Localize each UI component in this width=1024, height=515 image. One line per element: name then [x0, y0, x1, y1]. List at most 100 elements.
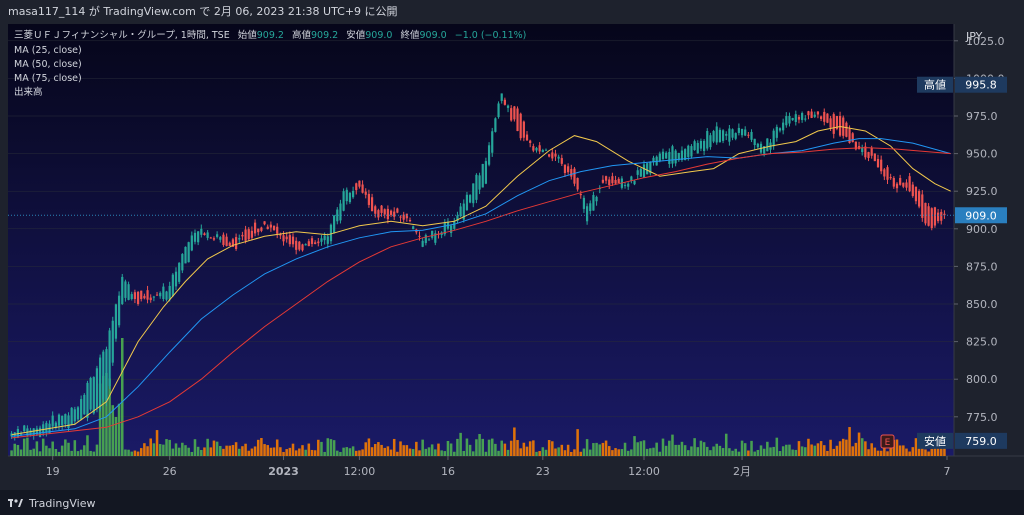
- candle-body[interactable]: [481, 163, 484, 188]
- candle-body[interactable]: [76, 407, 80, 420]
- candle-body[interactable]: [197, 231, 200, 243]
- candle-body[interactable]: [788, 116, 791, 124]
- candle-body[interactable]: [168, 285, 171, 300]
- candle-body[interactable]: [687, 145, 690, 158]
- candle-body[interactable]: [709, 135, 712, 148]
- candle-body[interactable]: [361, 184, 364, 193]
- legend-indicator-volume[interactable]: 出来高: [14, 86, 43, 98]
- candle-body[interactable]: [744, 129, 747, 136]
- candle-body[interactable]: [70, 407, 73, 425]
- candle-body[interactable]: [706, 131, 709, 149]
- candle-body[interactable]: [42, 424, 45, 434]
- candle-body[interactable]: [80, 399, 83, 420]
- candle-body[interactable]: [288, 235, 291, 245]
- candle-body[interactable]: [348, 192, 352, 203]
- candle-body[interactable]: [668, 151, 671, 165]
- candle-body[interactable]: [873, 153, 876, 162]
- candle-body[interactable]: [513, 106, 516, 120]
- candle-body[interactable]: [807, 111, 810, 116]
- candle-body[interactable]: [487, 145, 491, 165]
- candle-body[interactable]: [921, 194, 924, 218]
- candle-body[interactable]: [450, 225, 453, 234]
- candle-body[interactable]: [772, 130, 775, 147]
- candle-body[interactable]: [608, 179, 611, 186]
- candle-body[interactable]: [67, 415, 70, 429]
- candle-body[interactable]: [592, 195, 595, 211]
- candle-body[interactable]: [813, 114, 816, 117]
- candle-body[interactable]: [295, 240, 298, 250]
- candle-body[interactable]: [86, 382, 89, 418]
- candle-body[interactable]: [838, 116, 842, 136]
- candle-body[interactable]: [23, 425, 26, 432]
- candle-body[interactable]: [886, 167, 889, 180]
- candle-body[interactable]: [804, 118, 807, 120]
- candle-body[interactable]: [576, 177, 579, 190]
- candle-body[interactable]: [911, 184, 914, 196]
- candle-body[interactable]: [149, 297, 152, 301]
- candle-body[interactable]: [396, 208, 399, 213]
- candle-body[interactable]: [880, 159, 883, 172]
- candle-body[interactable]: [155, 294, 159, 296]
- candle-body[interactable]: [854, 141, 857, 150]
- candle-body[interactable]: [380, 205, 383, 213]
- candle-body[interactable]: [193, 232, 197, 242]
- candle-body[interactable]: [797, 116, 801, 120]
- candle-body[interactable]: [399, 216, 402, 218]
- candle-body[interactable]: [234, 237, 238, 249]
- candle-body[interactable]: [424, 235, 427, 244]
- candle-body[interactable]: [604, 176, 608, 181]
- candle-body[interactable]: [684, 149, 687, 160]
- candle-body[interactable]: [918, 191, 921, 207]
- candle-body[interactable]: [614, 179, 617, 184]
- candle-body[interactable]: [427, 239, 431, 241]
- candle-body[interactable]: [478, 175, 481, 190]
- candle-body[interactable]: [73, 409, 76, 422]
- candle-body[interactable]: [895, 183, 899, 189]
- candle-body[interactable]: [124, 281, 127, 298]
- candle-body[interactable]: [899, 178, 902, 185]
- candle-body[interactable]: [133, 292, 137, 299]
- candle-body[interactable]: [715, 126, 718, 143]
- candle-body[interactable]: [927, 206, 930, 226]
- candle-body[interactable]: [333, 215, 336, 234]
- candle-body[interactable]: [500, 93, 503, 101]
- candle-body[interactable]: [579, 193, 582, 196]
- candle-body[interactable]: [345, 189, 348, 202]
- candle-body[interactable]: [930, 208, 933, 229]
- candle-body[interactable]: [633, 180, 636, 185]
- candle-body[interactable]: [351, 190, 355, 198]
- candle-body[interactable]: [443, 223, 446, 235]
- candle-body[interactable]: [642, 164, 646, 178]
- legend-indicator-ma75[interactable]: MA (75, close): [14, 73, 82, 84]
- candle-body[interactable]: [554, 153, 557, 157]
- candle-body[interactable]: [472, 183, 475, 204]
- candle-body[interactable]: [453, 221, 456, 229]
- candle-body[interactable]: [573, 168, 576, 184]
- candle-body[interactable]: [522, 121, 525, 138]
- candle-body[interactable]: [548, 154, 551, 157]
- candle-body[interactable]: [45, 422, 48, 433]
- candle-body[interactable]: [367, 193, 371, 205]
- candle-body[interactable]: [459, 206, 462, 217]
- candle-body[interactable]: [639, 168, 642, 177]
- candle-body[interactable]: [35, 428, 38, 435]
- candle-body[interactable]: [870, 147, 873, 156]
- candle-body[interactable]: [535, 147, 538, 151]
- candle-body[interactable]: [725, 133, 728, 136]
- candle-body[interactable]: [83, 394, 86, 415]
- candle-body[interactable]: [257, 228, 260, 233]
- candle-body[interactable]: [908, 176, 911, 192]
- candle-body[interactable]: [623, 185, 627, 187]
- candle-body[interactable]: [646, 163, 649, 175]
- candle-body[interactable]: [32, 428, 35, 436]
- candle-body[interactable]: [418, 235, 421, 237]
- candle-body[interactable]: [260, 227, 263, 231]
- candle-body[interactable]: [747, 134, 750, 136]
- candle-body[interactable]: [51, 415, 54, 427]
- candle-body[interactable]: [389, 210, 393, 215]
- candle-body[interactable]: [491, 131, 494, 153]
- candle-body[interactable]: [861, 147, 864, 153]
- candle-body[interactable]: [102, 351, 105, 400]
- candle-body[interactable]: [829, 118, 832, 128]
- candle-body[interactable]: [434, 233, 437, 243]
